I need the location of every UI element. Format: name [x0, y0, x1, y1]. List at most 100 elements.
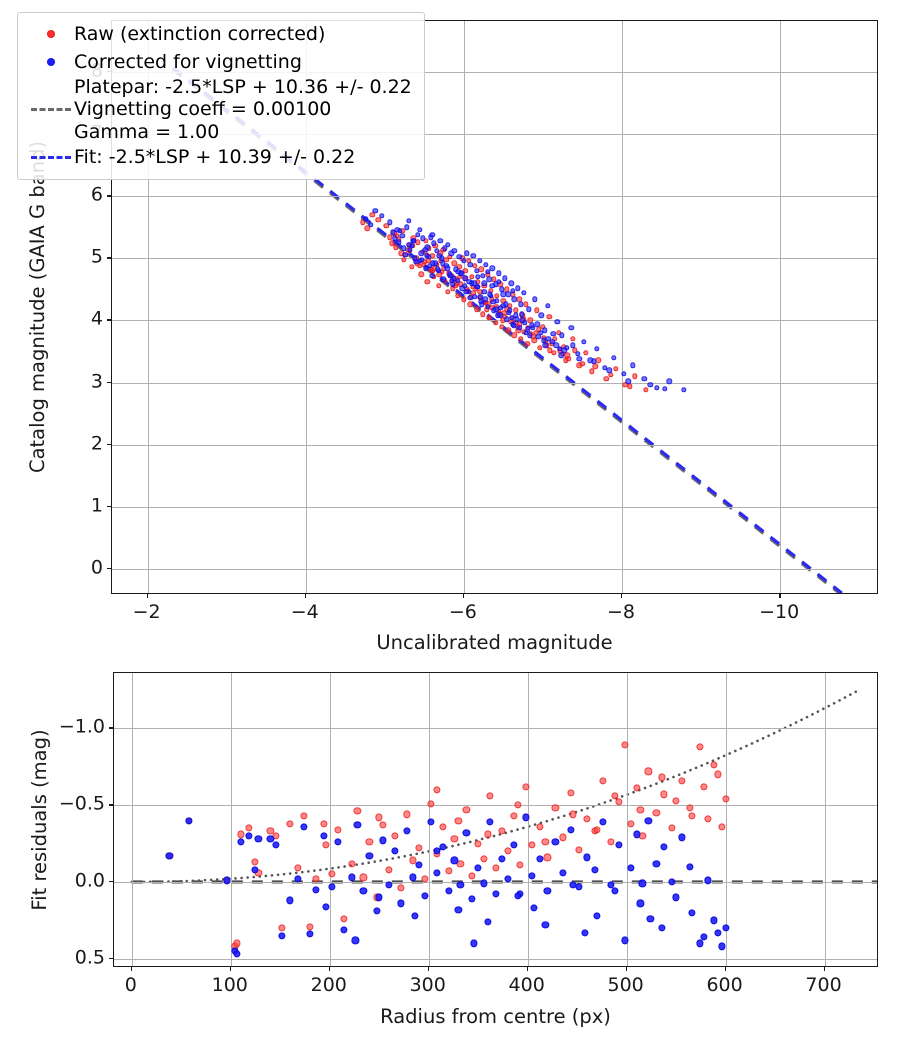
- legend-label-corrected: Corrected for vignetting: [74, 50, 302, 73]
- scatter-point: [373, 907, 381, 915]
- legend-item-fit: Fit: -2.5*LSP + 10.39 +/- 0.22: [28, 143, 412, 171]
- scatter-point: [424, 253, 430, 259]
- scatter-point: [433, 786, 441, 794]
- scatter-point: [714, 770, 722, 778]
- legend-item-raw: Raw (extinction corrected): [28, 20, 412, 48]
- legend-label-raw: Raw (extinction corrected): [74, 22, 326, 45]
- scatter-point: [447, 272, 454, 279]
- scatter-point: [503, 301, 509, 307]
- xtick-mark: [304, 594, 307, 598]
- scatter-point: [527, 317, 533, 324]
- scatter-point: [412, 255, 418, 261]
- scatter-point: [462, 275, 469, 281]
- scatter-point: [550, 331, 556, 337]
- scatter-point: [494, 292, 500, 299]
- scatter-point: [474, 864, 482, 872]
- scatter-point: [627, 383, 633, 389]
- scatter-point: [621, 741, 629, 749]
- scatter-point: [567, 826, 575, 834]
- scatter-point: [638, 879, 647, 888]
- gridline-horizontal: [112, 134, 877, 136]
- scatter-point: [510, 287, 516, 294]
- xtick-label: 100: [211, 974, 248, 996]
- scatter-point: [474, 839, 482, 848]
- scatter-point: [688, 812, 696, 820]
- scatter-point: [537, 330, 544, 336]
- scatter-point: [660, 843, 668, 851]
- gridline-vertical: [725, 673, 727, 966]
- scatter-point: [320, 819, 328, 828]
- scatter-point: [386, 219, 393, 225]
- scatter-point: [464, 250, 470, 257]
- gridline-vertical: [230, 673, 232, 966]
- scatter-point: [492, 864, 500, 872]
- ytick-label: 1: [90, 494, 103, 517]
- scatter-point: [334, 826, 342, 834]
- scatter-point: [644, 767, 652, 775]
- scatter-point: [435, 282, 442, 289]
- scatter-point: [627, 819, 635, 828]
- scatter-point: [532, 296, 538, 302]
- scatter-point: [581, 929, 589, 937]
- scatter-point: [480, 311, 486, 317]
- scatter-point: [658, 773, 666, 782]
- scatter-point: [647, 382, 654, 388]
- scatter-point: [375, 217, 382, 223]
- scatter-point: [456, 881, 464, 889]
- scatter-point: [569, 810, 577, 818]
- scatter-point: [306, 922, 314, 931]
- scatter-point: [415, 844, 423, 852]
- scatter-point: [593, 826, 601, 834]
- scatter-point: [514, 285, 521, 291]
- scatter-point: [514, 892, 522, 900]
- scatter-point: [668, 824, 676, 832]
- scatter-point: [422, 246, 428, 253]
- xtick-mark: [328, 967, 331, 971]
- scatter-point: [535, 823, 544, 831]
- scatter-point: [415, 861, 423, 869]
- scatter-point: [375, 813, 383, 822]
- scatter-point: [449, 277, 455, 284]
- scatter-point: [704, 876, 712, 885]
- scatter-point: [522, 320, 528, 326]
- scatter-point: [448, 250, 454, 257]
- scatter-point: [434, 248, 440, 254]
- scatter-point: [418, 250, 424, 257]
- scatter-point: [451, 248, 458, 254]
- scatter-point: [473, 306, 480, 312]
- scatter-point: [286, 896, 294, 904]
- scatter-point: [244, 824, 253, 832]
- scatter-point: [495, 270, 502, 276]
- scatter-point: [454, 816, 462, 825]
- scatter-point: [233, 939, 241, 947]
- scatter-point: [439, 255, 445, 261]
- scatter-point: [396, 239, 402, 245]
- scatter-point: [686, 804, 694, 812]
- scatter-point: [433, 847, 441, 855]
- xtick-label: 700: [805, 974, 842, 996]
- gridline-horizontal: [112, 258, 877, 260]
- scatter-point: [415, 231, 421, 238]
- scatter-point: [513, 307, 519, 314]
- scatter-point: [643, 387, 649, 393]
- ytick-mark: [107, 443, 111, 446]
- scatter-point: [278, 932, 286, 940]
- scatter-point: [662, 386, 668, 392]
- scatter-point: [612, 366, 619, 372]
- scatter-point: [505, 327, 511, 334]
- scatter-point: [427, 263, 433, 269]
- scatter-point: [484, 269, 491, 275]
- scatter-point: [569, 881, 577, 889]
- scatter-point: [416, 227, 423, 233]
- scatter-point: [444, 265, 450, 271]
- scatter-point: [250, 858, 259, 866]
- scatter-point: [510, 322, 517, 329]
- scatter-point: [378, 213, 385, 219]
- scatter-point: [397, 228, 403, 234]
- scatter-point: [531, 337, 537, 343]
- scatter-point: [165, 852, 173, 860]
- scatter-point: [593, 912, 601, 920]
- scatter-point: [579, 361, 586, 367]
- scatter-point: [631, 373, 638, 380]
- scatter-point: [392, 235, 398, 242]
